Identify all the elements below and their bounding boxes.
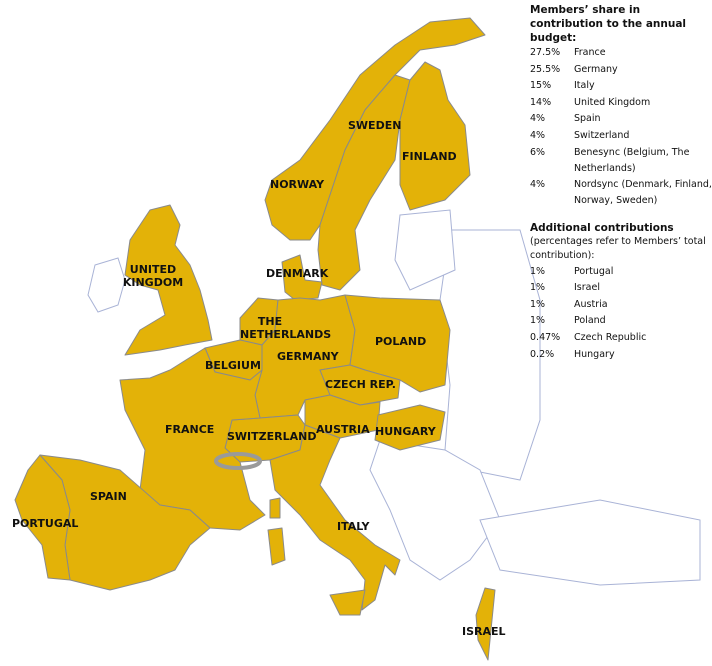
island-sardinia [267, 527, 286, 566]
legend-country: Austria [574, 298, 608, 310]
legend-percent: 1% [530, 298, 546, 310]
label-finland: FINLAND [402, 150, 457, 163]
country-portugal [14, 454, 71, 581]
label-netherlands: THE NETHERLANDS [240, 315, 332, 341]
additional-title: Additional contributions [530, 221, 674, 234]
label-uk: UNITED KINGDOM [122, 263, 184, 289]
legend-percent: 4% [530, 113, 546, 125]
region-turkey [479, 499, 701, 586]
country-ireland [87, 257, 126, 313]
country-denmark [281, 254, 323, 301]
label-portugal: PORTUGAL [12, 517, 79, 530]
label-switzerland: SWITZERLAND [227, 430, 317, 443]
legend-country: Czech Republic [574, 331, 647, 343]
legend-country: Poland [574, 315, 606, 327]
legend-row: 4% Spain [530, 111, 712, 128]
label-germany: GERMANY [277, 350, 339, 363]
legend-country: Nordsync (Denmark, Finland, Norway, Swed… [574, 178, 712, 206]
additional-list: 1% Portugal 1% Israel 1% Austria 1% Poland 0.47%… [530, 264, 712, 364]
legend-row: 0.2% Hungary [530, 347, 712, 364]
country-italy [269, 424, 401, 611]
label-france: FRANCE [165, 423, 215, 436]
label-spain: SPAIN [90, 490, 127, 503]
members-list: 27.5% France 25.5% Germany 15% Italy 14% United… [530, 45, 712, 209]
members-title: Members’ share in contribution to the an… [530, 4, 687, 44]
legend-row: 15% Italy [530, 78, 712, 95]
legend-percent: 0.47% [530, 331, 561, 343]
label-norway: NORWAY [270, 178, 325, 191]
legend-country: United Kingdom [574, 96, 651, 108]
legend-row: 4% Nordsync (Denmark, Finland, Norway, Sw… [530, 177, 712, 209]
legend-country: Benesync (Belgium, The Netherlands) [574, 146, 690, 174]
legend-country: France [574, 47, 606, 58]
legend-country: Spain [574, 113, 601, 125]
label-hungary: HUNGARY [375, 425, 436, 438]
legend-row: 1% Israel [530, 280, 712, 297]
legend-country: Italy [574, 80, 595, 92]
legend-percent: 4% [530, 178, 546, 190]
legend-percent: 14% [530, 96, 552, 108]
country-norway [264, 17, 486, 241]
label-sweden: SWEDEN [348, 119, 402, 132]
legend-row: 1% Portugal [530, 264, 712, 281]
legend-country: Switzerland [574, 129, 630, 141]
region-balkans [369, 439, 501, 581]
legend-percent: 0.2% [530, 348, 555, 360]
legend-country: Portugal [574, 265, 614, 277]
country-uk [124, 204, 213, 356]
label-poland: POLAND [375, 335, 427, 348]
legend-country: Germany [574, 63, 618, 75]
legend-country: Hungary [574, 348, 615, 360]
label-denmark: DENMARK [266, 267, 329, 280]
legend-percent: 27.5% [530, 47, 561, 58]
country-hungary [374, 404, 446, 451]
legend-percent: 25.5% [530, 63, 561, 75]
legend-percent: 15% [530, 80, 552, 92]
country-sweden [317, 74, 411, 291]
country-finland [399, 61, 471, 211]
label-belgium: BELGIUM [205, 359, 261, 372]
legend-percent: 1% [530, 315, 546, 327]
legend-country: Israel [574, 282, 600, 294]
legend: Members’ share in contribution to the an… [530, 3, 712, 363]
additional-note: (percentages refer to Members’ total con… [530, 235, 706, 261]
country-baltics [394, 209, 456, 291]
legend-percent: 1% [530, 265, 546, 277]
legend-row: 25.5% Germany [530, 62, 712, 79]
cern-ring-icon [214, 452, 262, 470]
legend-row: 27.5% France [530, 45, 712, 62]
legend-percent: 4% [530, 129, 546, 141]
legend-row: 14% United Kingdom [530, 95, 712, 112]
legend-percent: 6% [530, 146, 546, 158]
country-poland [344, 294, 451, 393]
legend-row: 4% Switzerland [530, 128, 712, 145]
country-israel [475, 587, 496, 661]
legend-row: 1% Austria [530, 297, 712, 314]
island-sicily [329, 589, 366, 616]
label-czech: CZECH REP. [325, 378, 396, 391]
legend-row: 6% Benesync (Belgium, The Netherlands) [530, 145, 712, 177]
label-austria: AUSTRIA [316, 423, 370, 436]
island-corsica [269, 497, 281, 519]
legend-row: 0.47% Czech Republic [530, 330, 712, 347]
legend-row: 1% Poland [530, 313, 712, 330]
legend-percent: 1% [530, 282, 546, 294]
label-israel: ISRAEL [462, 625, 506, 638]
label-italy: ITALY [337, 520, 370, 533]
